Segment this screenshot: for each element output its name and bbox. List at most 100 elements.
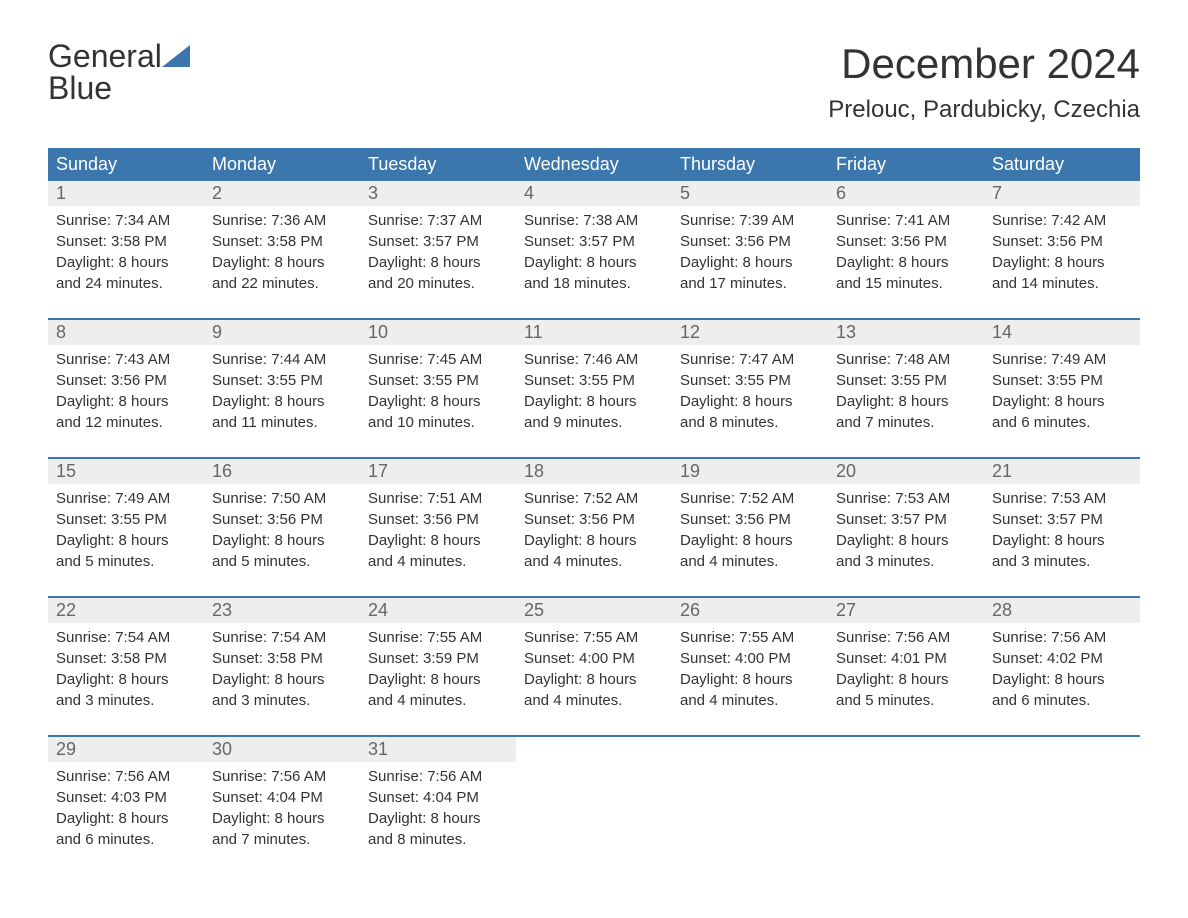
day-number: 5 — [672, 181, 828, 206]
sunset-text: Sunset: 3:55 PM — [524, 370, 664, 391]
daylight-text-1: Daylight: 8 hours — [992, 669, 1132, 690]
sunset-text: Sunset: 3:59 PM — [368, 648, 508, 669]
sunrise-text: Sunrise: 7:42 AM — [992, 210, 1132, 231]
sunset-text: Sunset: 3:57 PM — [836, 509, 976, 530]
day-number: 12 — [672, 319, 828, 345]
sunrise-text: Sunrise: 7:52 AM — [524, 488, 664, 509]
day-number: 14 — [984, 319, 1140, 345]
daylight-text-2: and 4 minutes. — [368, 690, 508, 711]
sunrise-text: Sunrise: 7:36 AM — [212, 210, 352, 231]
daylight-text-2: and 7 minutes. — [836, 412, 976, 433]
page-header: General Blue December 2024 Prelouc, Pard… — [48, 40, 1140, 124]
location: Prelouc, Pardubicky, Czechia — [828, 96, 1140, 124]
day-cell — [984, 762, 1140, 874]
sunset-text: Sunset: 3:55 PM — [680, 370, 820, 391]
daylight-text-1: Daylight: 8 hours — [992, 252, 1132, 273]
daylight-text-1: Daylight: 8 hours — [368, 669, 508, 690]
day-content-row: Sunrise: 7:34 AMSunset: 3:58 PMDaylight:… — [48, 206, 1140, 319]
daylight-text-2: and 3 minutes. — [56, 690, 196, 711]
day-number: 25 — [516, 597, 672, 623]
daylight-text-2: and 4 minutes. — [524, 551, 664, 572]
day-number: 29 — [48, 736, 204, 762]
daylight-text-2: and 4 minutes. — [680, 551, 820, 572]
day-cell: Sunrise: 7:41 AMSunset: 3:56 PMDaylight:… — [828, 206, 984, 319]
daylight-text-2: and 7 minutes. — [212, 829, 352, 850]
sunrise-text: Sunrise: 7:53 AM — [836, 488, 976, 509]
sunrise-text: Sunrise: 7:55 AM — [680, 627, 820, 648]
sunset-text: Sunset: 3:56 PM — [524, 509, 664, 530]
day-number: 28 — [984, 597, 1140, 623]
daylight-text-1: Daylight: 8 hours — [368, 252, 508, 273]
daylight-text-2: and 20 minutes. — [368, 273, 508, 294]
day-header: Friday — [828, 148, 984, 181]
day-number: 23 — [204, 597, 360, 623]
day-cell: Sunrise: 7:53 AMSunset: 3:57 PMDaylight:… — [984, 484, 1140, 597]
daylight-text-2: and 5 minutes. — [836, 690, 976, 711]
daylight-text-2: and 4 minutes. — [524, 690, 664, 711]
daylight-text-1: Daylight: 8 hours — [524, 252, 664, 273]
daylight-text-2: and 3 minutes. — [836, 551, 976, 572]
day-number: 1 — [48, 181, 204, 206]
daylight-text-1: Daylight: 8 hours — [836, 391, 976, 412]
logo-word2: Blue — [48, 70, 112, 106]
daylight-text-1: Daylight: 8 hours — [56, 530, 196, 551]
daylight-text-2: and 11 minutes. — [212, 412, 352, 433]
day-cell — [516, 762, 672, 874]
sunrise-text: Sunrise: 7:44 AM — [212, 349, 352, 370]
day-cell: Sunrise: 7:43 AMSunset: 3:56 PMDaylight:… — [48, 345, 204, 458]
sunset-text: Sunset: 3:58 PM — [56, 231, 196, 252]
day-number: 13 — [828, 319, 984, 345]
day-header-row: Sunday Monday Tuesday Wednesday Thursday… — [48, 148, 1140, 181]
sunset-text: Sunset: 3:57 PM — [524, 231, 664, 252]
day-number: 4 — [516, 181, 672, 206]
daylight-text-1: Daylight: 8 hours — [524, 391, 664, 412]
day-number — [984, 736, 1140, 762]
daylight-text-1: Daylight: 8 hours — [680, 669, 820, 690]
month-title: December 2024 — [828, 40, 1140, 88]
sunset-text: Sunset: 4:00 PM — [680, 648, 820, 669]
day-cell: Sunrise: 7:51 AMSunset: 3:56 PMDaylight:… — [360, 484, 516, 597]
daylight-text-1: Daylight: 8 hours — [992, 391, 1132, 412]
day-header: Tuesday — [360, 148, 516, 181]
daylight-text-2: and 10 minutes. — [368, 412, 508, 433]
sunrise-text: Sunrise: 7:41 AM — [836, 210, 976, 231]
sunrise-text: Sunrise: 7:56 AM — [992, 627, 1132, 648]
sunrise-text: Sunrise: 7:54 AM — [56, 627, 196, 648]
sunrise-text: Sunrise: 7:49 AM — [992, 349, 1132, 370]
day-number: 19 — [672, 458, 828, 484]
day-cell: Sunrise: 7:49 AMSunset: 3:55 PMDaylight:… — [48, 484, 204, 597]
daylight-text-1: Daylight: 8 hours — [212, 391, 352, 412]
sunrise-text: Sunrise: 7:46 AM — [524, 349, 664, 370]
daylight-text-2: and 6 minutes. — [992, 412, 1132, 433]
day-number: 2 — [204, 181, 360, 206]
sunset-text: Sunset: 3:58 PM — [212, 231, 352, 252]
sunset-text: Sunset: 3:56 PM — [212, 509, 352, 530]
day-cell: Sunrise: 7:55 AMSunset: 4:00 PMDaylight:… — [672, 623, 828, 736]
daylight-text-1: Daylight: 8 hours — [992, 530, 1132, 551]
day-cell: Sunrise: 7:46 AMSunset: 3:55 PMDaylight:… — [516, 345, 672, 458]
day-cell — [828, 762, 984, 874]
day-cell: Sunrise: 7:50 AMSunset: 3:56 PMDaylight:… — [204, 484, 360, 597]
daylight-text-2: and 14 minutes. — [992, 273, 1132, 294]
sunset-text: Sunset: 3:55 PM — [212, 370, 352, 391]
calendar-table: Sunday Monday Tuesday Wednesday Thursday… — [48, 148, 1140, 874]
daylight-text-2: and 24 minutes. — [56, 273, 196, 294]
day-number: 10 — [360, 319, 516, 345]
daylight-text-2: and 5 minutes. — [56, 551, 196, 572]
daylight-text-2: and 6 minutes. — [56, 829, 196, 850]
daylight-text-2: and 3 minutes. — [212, 690, 352, 711]
day-cell: Sunrise: 7:48 AMSunset: 3:55 PMDaylight:… — [828, 345, 984, 458]
sunset-text: Sunset: 4:02 PM — [992, 648, 1132, 669]
day-header: Saturday — [984, 148, 1140, 181]
logo-word1: General — [48, 38, 162, 74]
day-header: Sunday — [48, 148, 204, 181]
day-number: 8 — [48, 319, 204, 345]
day-cell: Sunrise: 7:34 AMSunset: 3:58 PMDaylight:… — [48, 206, 204, 319]
sunrise-text: Sunrise: 7:37 AM — [368, 210, 508, 231]
day-cell: Sunrise: 7:53 AMSunset: 3:57 PMDaylight:… — [828, 484, 984, 597]
day-number: 26 — [672, 597, 828, 623]
day-number: 21 — [984, 458, 1140, 484]
day-header: Thursday — [672, 148, 828, 181]
day-cell: Sunrise: 7:54 AMSunset: 3:58 PMDaylight:… — [204, 623, 360, 736]
daylight-text-1: Daylight: 8 hours — [56, 252, 196, 273]
